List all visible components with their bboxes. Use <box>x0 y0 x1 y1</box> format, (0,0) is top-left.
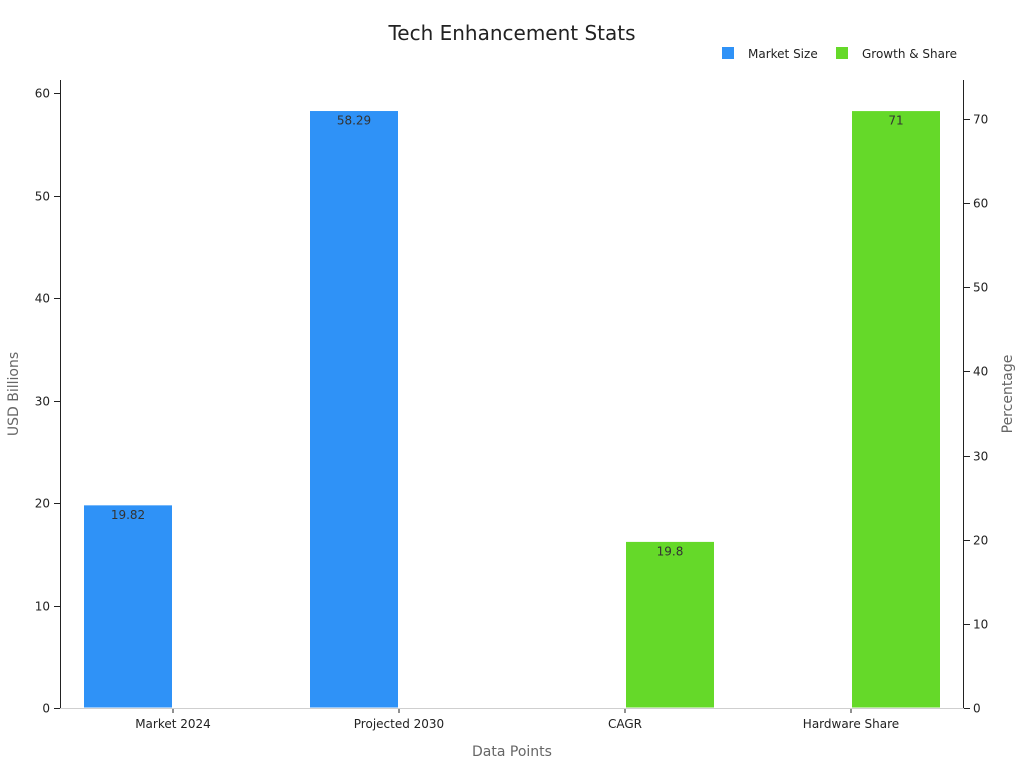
bar-value-label: 19.8 <box>657 544 684 558</box>
right-y-tick-label: 40 <box>973 365 988 379</box>
bar-value-label: 19.82 <box>111 508 145 522</box>
right-y-tick-label: 50 <box>973 281 988 295</box>
category-labels: Market 2024 Projected 2030 CAGR Hardware Sh… <box>135 708 899 731</box>
bar-market-size-market-2024 <box>83 504 173 709</box>
legend-label-market-size: Market Size <box>748 47 818 61</box>
left-y-axis-title: USD Billions <box>6 352 22 436</box>
bars <box>83 110 941 709</box>
bar-value-label: 58.29 <box>337 114 371 128</box>
bar-market-size-projected-2030 <box>309 110 399 709</box>
legend-label-growth-share: Growth & Share <box>862 47 957 61</box>
left-y-axis-ticks: 0 10 20 30 40 50 60 <box>35 87 60 716</box>
right-y-tick-label: 60 <box>973 197 988 211</box>
right-y-axis-title: Percentage <box>1000 355 1016 434</box>
left-y-tick-label: 30 <box>35 395 50 409</box>
category-label: CAGR <box>608 717 642 731</box>
x-axis-title: Data Points <box>472 744 552 760</box>
left-y-tick-label: 0 <box>42 702 50 716</box>
chart-title: Tech Enhancement Stats <box>387 21 635 45</box>
legend-swatch-market-size <box>722 47 734 59</box>
category-label: Projected 2030 <box>354 717 444 731</box>
right-y-axis-ticks: 0 10 20 30 40 50 60 70 <box>964 113 988 716</box>
bar-value-label: 71 <box>888 114 903 128</box>
left-y-tick-label: 10 <box>35 600 50 614</box>
left-y-tick-label: 20 <box>35 497 50 511</box>
legend-swatch-growth-share <box>836 47 848 59</box>
right-y-tick-label: 10 <box>973 618 988 632</box>
right-y-tick-label: 70 <box>973 113 988 127</box>
category-label: Hardware Share <box>803 717 899 731</box>
right-y-tick-label: 0 <box>973 702 981 716</box>
category-label: Market 2024 <box>135 717 211 731</box>
bar-growth-share-hardware-share <box>851 110 941 709</box>
right-y-tick-label: 30 <box>973 450 988 464</box>
right-y-tick-label: 20 <box>973 534 988 548</box>
left-y-tick-label: 40 <box>35 292 50 306</box>
left-y-tick-label: 50 <box>35 190 50 204</box>
bar-labels: 19.82 58.29 19.8 71 <box>111 114 904 559</box>
bar-growth-share-cagr <box>625 540 715 709</box>
legend: Market Size Growth & Share <box>722 47 957 61</box>
left-y-tick-label: 60 <box>35 87 50 101</box>
